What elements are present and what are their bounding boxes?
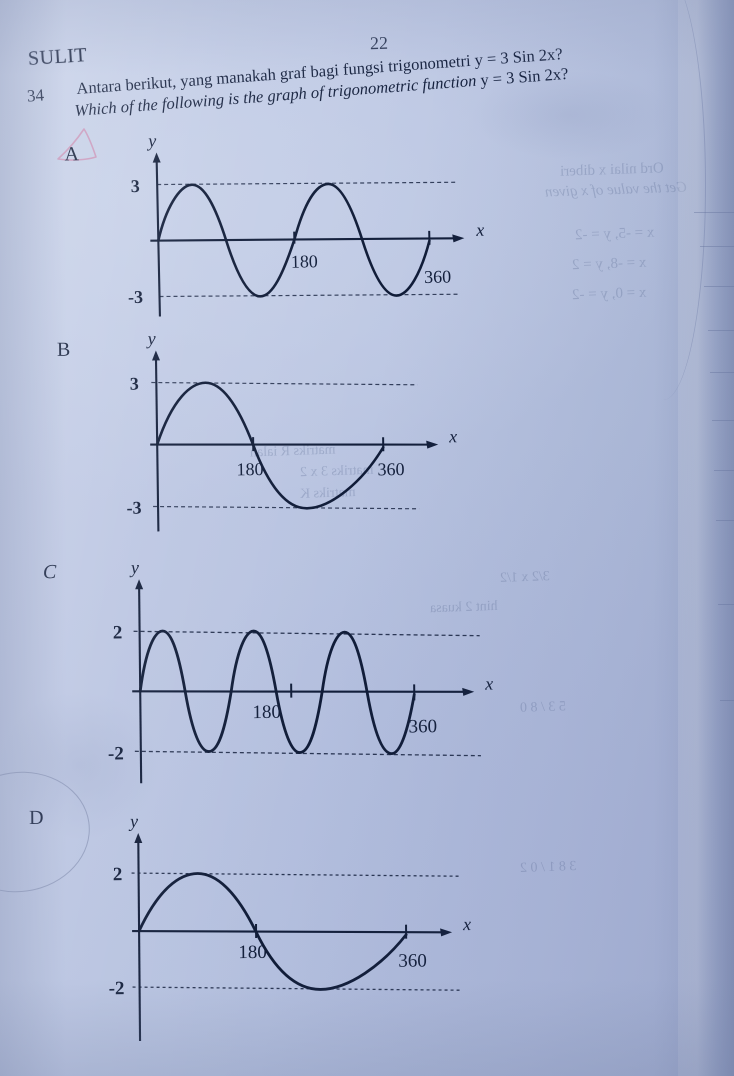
y-tick-label-max: 2	[113, 622, 123, 643]
curve-b	[155, 381, 385, 510]
amplitude-guide-upper	[131, 872, 460, 877]
page-edge-line	[712, 420, 734, 421]
x-axis-label: x	[462, 914, 471, 934]
y-axis	[137, 839, 142, 1042]
y-tick-label-min: -3	[126, 498, 141, 518]
x-tick-label-360: 360	[424, 266, 451, 287]
graph-option-a: A y x 180 360 3 -3	[58, 128, 498, 318]
amplitude-guide-lower	[153, 505, 420, 510]
y-axis-label: y	[128, 811, 138, 831]
x-axis-arrow	[426, 440, 439, 449]
amplitude-guide-upper	[157, 181, 456, 186]
x-axis	[150, 237, 457, 242]
page-edge-line	[704, 286, 734, 287]
option-label-b: B	[57, 339, 71, 361]
page-edge-line	[694, 212, 734, 213]
x-axis-label: x	[448, 426, 457, 446]
bleed-through-text: 3/2 x 1/2	[499, 569, 551, 586]
x-axis	[132, 690, 467, 693]
y-axis-label: y	[129, 557, 139, 577]
option-label-d: D	[29, 807, 44, 829]
page-edge-line	[718, 604, 734, 605]
y-axis-arrow	[152, 152, 161, 163]
question-number: 34	[26, 85, 45, 106]
x-tick-label-180: 180	[291, 251, 318, 272]
x-tick-label-360: 360	[398, 951, 427, 972]
x-axis-label: x	[475, 220, 484, 240]
y-tick-label-max: 3	[130, 176, 139, 196]
page-edge-line	[714, 470, 734, 471]
option-label-c: C	[43, 561, 57, 583]
x-axis-arrow	[462, 687, 475, 696]
curve-d	[137, 872, 408, 991]
x-axis	[132, 930, 445, 934]
graph-option-d: D y x 180 360 2 -2	[20, 796, 490, 1046]
y-axis-label: y	[146, 328, 156, 348]
page-edge-line	[716, 520, 734, 521]
amplitude-guide-upper	[151, 381, 418, 386]
y-tick-label-max: 2	[113, 864, 123, 885]
amplitude-guide-lower	[132, 986, 461, 991]
graph-option-b: B y x 180 360 3 -3	[40, 325, 480, 535]
x-axis-arrow	[440, 928, 453, 937]
x-axis	[150, 443, 431, 446]
graph-option-c: C y x 180 360 2 -2	[30, 552, 493, 787]
page-edge-line	[720, 700, 734, 701]
y-tick-label-min: -2	[108, 743, 124, 764]
y-tick-label-min: -3	[128, 287, 143, 307]
x-tick-label-180: 180	[236, 459, 263, 479]
x-tick-label-360: 360	[377, 459, 404, 479]
curve-c	[138, 629, 416, 756]
bleed-through-text: 5 3 / 8 0	[519, 699, 567, 716]
y-axis-arrow	[135, 579, 144, 590]
page-edge-line	[700, 246, 734, 247]
amplitude-guide-lower	[134, 750, 481, 757]
page-edge-line	[710, 372, 734, 373]
y-tick-label-max: 3	[130, 374, 139, 394]
option-label-a: A	[64, 143, 79, 165]
page-edge-line	[708, 330, 734, 331]
curve-a	[157, 182, 431, 298]
y-axis-label: y	[146, 131, 156, 151]
amplitude-guide-upper	[133, 630, 480, 637]
amplitude-guide-lower	[159, 293, 458, 298]
bleed-through-text: 3 8 1 / 0 2	[519, 859, 577, 876]
page-edge-curve	[635, 0, 706, 400]
y-tick-label-min: -2	[109, 978, 125, 999]
x-tick-label-360: 360	[408, 716, 437, 737]
page-number: 22	[369, 32, 389, 54]
x-tick-label-180: 180	[252, 702, 281, 723]
y-axis-arrow	[134, 833, 143, 844]
x-axis-arrow	[452, 234, 465, 243]
y-axis-arrow	[152, 350, 161, 361]
x-axis-label: x	[484, 674, 493, 694]
confidential-header: SULIT	[27, 44, 88, 70]
x-tick-label-180: 180	[238, 942, 267, 963]
